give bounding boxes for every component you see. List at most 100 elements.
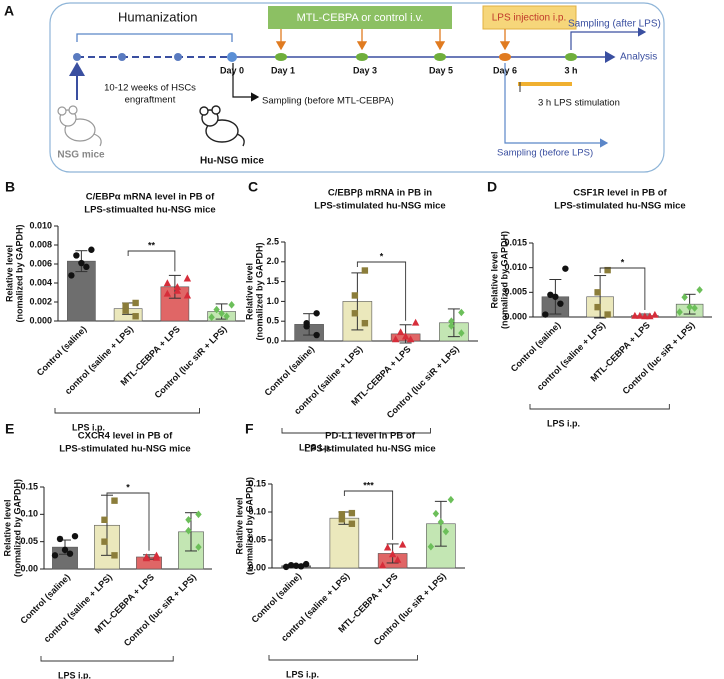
- x-tick-label: Control (saline): [35, 324, 89, 378]
- y-tick-label: 0.005: [504, 287, 527, 297]
- chart-title: LPS-stimualted hu-NSG mice: [84, 205, 215, 216]
- y-tick-label: 0.000: [504, 311, 527, 321]
- day-node: [356, 53, 368, 61]
- bar-chart: C C/EBPβ mRNA in PB in LPS-stimulated hu-N…: [244, 179, 478, 452]
- engraftment-label: 10-12 weeks of HSCs: [104, 83, 196, 94]
- data-point: [68, 272, 75, 279]
- data-point: [398, 540, 407, 548]
- data-point: [383, 543, 392, 551]
- bar-chart: E CXCR4 level in PB of LPS-stimulated hu-N…: [2, 421, 212, 679]
- y-tick-label: 0.15: [248, 478, 266, 488]
- analysis-label: Analysis: [620, 52, 657, 63]
- data-point: [696, 286, 703, 294]
- data-point: [185, 526, 192, 535]
- y-tick-label: 0.00: [248, 562, 266, 572]
- y-tick-label: 0.000: [29, 315, 52, 325]
- data-point: [51, 552, 59, 559]
- data-point: [378, 561, 387, 569]
- data-point: [604, 266, 611, 274]
- panel-letter: B: [5, 179, 15, 195]
- data-point: [447, 495, 455, 504]
- panel-letter: D: [487, 179, 497, 195]
- day-node: [499, 53, 511, 61]
- stimulation-label: 3 h LPS stimulation: [538, 98, 620, 109]
- group-bracket: [54, 408, 200, 414]
- panel-letter: E: [5, 421, 14, 437]
- y-tick-label: 0.05: [20, 536, 38, 546]
- data-point: [183, 291, 192, 299]
- day-label: 3 h: [564, 65, 577, 75]
- data-point: [313, 310, 320, 317]
- data-point: [208, 313, 215, 321]
- y-axis-label: Relative level: [244, 263, 254, 320]
- data-point: [122, 307, 129, 314]
- bar-chart: F PD-L1 level in PB of LPS-stimulated hu-N…: [234, 421, 465, 679]
- significance-label: *: [621, 257, 625, 267]
- dot: [118, 53, 126, 61]
- sampling-after-label: Sampling (after LPS): [568, 19, 661, 30]
- data-point: [393, 555, 402, 563]
- data-point: [218, 309, 225, 318]
- data-point: [676, 308, 683, 316]
- data-point: [338, 516, 346, 523]
- x-tick-label: Control (luc siR + LPS): [122, 572, 198, 648]
- data-point: [348, 509, 356, 517]
- significance-bracket: [356, 261, 407, 321]
- chart-title: CSF1R level in PB of: [573, 188, 667, 199]
- panel-letter: C: [248, 179, 258, 195]
- data-point: [361, 319, 369, 327]
- y-tick-label: 0.05: [248, 534, 266, 544]
- y-axis-label: Relative level: [2, 499, 12, 556]
- significance-bracket: [106, 492, 150, 551]
- dot: [73, 53, 81, 61]
- y-tick-label: 0.15: [20, 481, 38, 491]
- data-point: [442, 527, 450, 536]
- significance-bracket: [127, 250, 176, 272]
- y-axis-label: Relative level: [4, 245, 14, 302]
- data-point: [66, 550, 74, 557]
- significance-label: *: [380, 251, 384, 261]
- data-point: [223, 312, 230, 321]
- bar-chart: B C/EBPα mRNA level in PB of LPS-stimualte…: [4, 179, 245, 432]
- y-axis-label: Relative level: [234, 497, 244, 554]
- data-point: [297, 563, 305, 570]
- data-point: [448, 322, 455, 330]
- data-point: [594, 289, 601, 296]
- day-label: Day 1: [271, 65, 295, 75]
- data-point: [228, 301, 235, 309]
- data-point: [432, 509, 440, 518]
- data-point: [448, 317, 455, 325]
- y-axis-label: (nomalized by GAPDH): [14, 224, 24, 322]
- data-point: [351, 310, 359, 317]
- data-point: [348, 520, 356, 527]
- x-tick-label: Control (luc siR + LPS): [621, 320, 697, 396]
- x-tick-label: control (saline + LPS): [42, 572, 114, 644]
- lps-box: [482, 5, 577, 30]
- data-point: [406, 335, 415, 343]
- data-point: [391, 335, 400, 343]
- data-point: [552, 293, 559, 300]
- data-point: [651, 310, 659, 318]
- panel-letter: A: [4, 3, 14, 19]
- day-label: Day 5: [429, 65, 453, 75]
- data-point: [636, 311, 644, 319]
- data-point: [132, 313, 139, 320]
- y-tick-label: 0.010: [504, 262, 527, 272]
- data-point: [338, 511, 346, 518]
- y-tick-label: 0.002: [29, 296, 52, 306]
- chart-title: C/EBPβ mRNA in PB in: [328, 188, 432, 199]
- data-point: [195, 510, 202, 519]
- group-bracket-label: LPS i.p.: [299, 442, 332, 452]
- data-point: [111, 552, 118, 559]
- data-point: [213, 305, 220, 314]
- lps-label: LPS injection i.p.: [492, 13, 567, 24]
- group-bracket: [529, 404, 670, 410]
- engraftment-label: engraftment: [125, 95, 176, 106]
- data-point: [101, 516, 108, 523]
- data-point: [388, 550, 397, 558]
- data-point: [83, 263, 90, 271]
- group-bracket-label: LPS i.p.: [58, 670, 91, 679]
- data-point: [142, 554, 151, 562]
- data-point: [641, 312, 649, 320]
- x-tick-label: Control (saline): [249, 571, 303, 625]
